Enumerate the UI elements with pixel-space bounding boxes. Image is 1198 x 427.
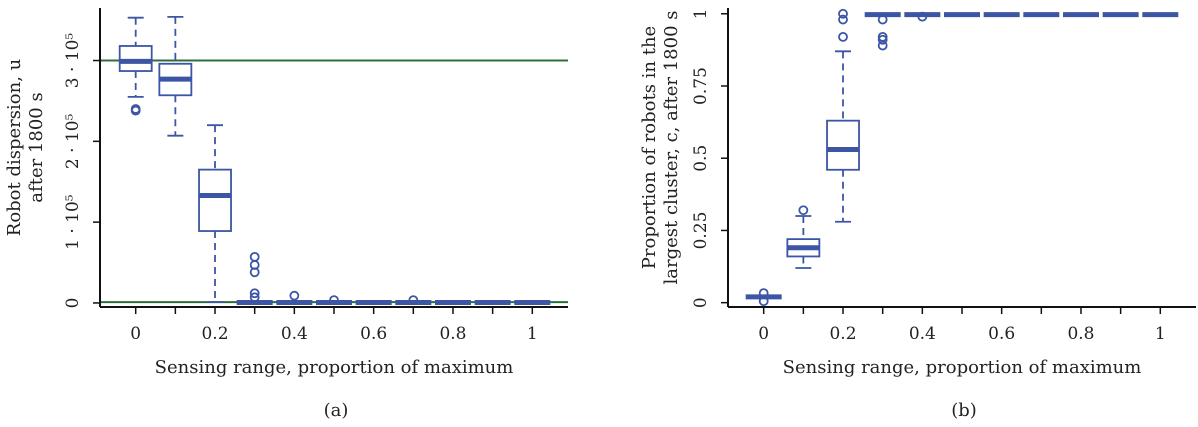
box-plot	[236, 251, 273, 306]
x-tick-label: 0	[130, 324, 141, 344]
box-plot	[118, 16, 153, 116]
x-axis-title: Sensing range, proportion of maximum	[155, 357, 514, 378]
box-outlier	[329, 295, 339, 306]
panel-b-chart: (b) 0 0.2 0.4 0.6 0.8 1 0 0.25 0.5 0.75 1 Sensing r…	[639, 8, 1196, 421]
y-tick-label: 0.75	[691, 67, 711, 105]
x-tick-label: 0.2	[201, 324, 228, 344]
x-tick-label: 0.8	[439, 324, 466, 344]
box-outlier	[877, 40, 888, 51]
box-outlier	[130, 104, 141, 114]
x-tick-label: 0.6	[988, 324, 1015, 344]
box-plot	[395, 295, 432, 306]
y-axis-title: Robot dispersion, u	[4, 59, 25, 236]
panel-a-chart: (a) 0 0.2 0.4 0.6 0.8 1 0 1 · 10⁵ 2 · 10⁵ 3 · 10⁵…	[4, 8, 568, 421]
x-axis-title: Sensing range, proportion of maximum	[783, 357, 1142, 378]
y-tick-label: 1 · 10⁵	[63, 194, 83, 250]
box-plot	[864, 12, 901, 51]
y-tick-label: 0	[691, 297, 711, 308]
box-plot	[904, 11, 941, 22]
box-plot	[198, 124, 232, 304]
box-outlier	[249, 292, 260, 303]
x-tick-label: 1	[1155, 324, 1166, 344]
x-tick-label: 0.8	[1067, 324, 1094, 344]
box-plot	[826, 8, 860, 223]
y-tick-label: 0.25	[691, 212, 711, 250]
box-iqr	[198, 168, 232, 232]
y-axis-title: after 1800 s	[26, 92, 47, 202]
y-axis-title: Proportion of robots in the	[639, 26, 660, 269]
y-tick-label: 1	[691, 8, 711, 19]
box-outlier	[838, 31, 848, 42]
panel-b-label: (b)	[951, 400, 977, 421]
y-tick-label: 0	[63, 298, 83, 309]
box-outlier	[877, 34, 888, 45]
box-outlier	[838, 14, 848, 25]
box-outlier	[917, 11, 928, 22]
y-axis-title: largest cluster, c, after 1800 s	[661, 11, 682, 285]
x-tick-label: 0	[758, 324, 769, 344]
box-outlier	[249, 251, 260, 262]
x-tick-label: 0.6	[360, 324, 387, 344]
x-tick-label: 0.2	[829, 324, 856, 344]
box-iqr	[118, 45, 153, 72]
panel-a-label: (a)	[324, 400, 349, 421]
box-iqr	[826, 119, 860, 171]
box-outlier	[877, 14, 888, 25]
y-tick-label: 0.5	[691, 145, 711, 172]
box-plot	[745, 288, 782, 307]
box-outlier	[838, 8, 848, 19]
x-tick-label: 1	[527, 324, 538, 344]
box-outlier	[249, 267, 260, 278]
box-plot	[316, 295, 352, 306]
box-outlier	[408, 295, 419, 306]
y-tick-label: 3 · 10⁵	[63, 33, 83, 89]
box-plot	[786, 205, 821, 269]
x-tick-label: 0.4	[281, 324, 308, 344]
box-plot	[158, 15, 193, 137]
y-tick-label: 2 · 10⁵	[63, 113, 83, 169]
box-outlier	[758, 296, 769, 307]
x-tick-label: 0.4	[909, 324, 936, 344]
box-outlier	[249, 288, 260, 299]
box-plot	[276, 290, 313, 306]
box-outlier	[289, 290, 300, 301]
box-outlier	[798, 205, 809, 216]
